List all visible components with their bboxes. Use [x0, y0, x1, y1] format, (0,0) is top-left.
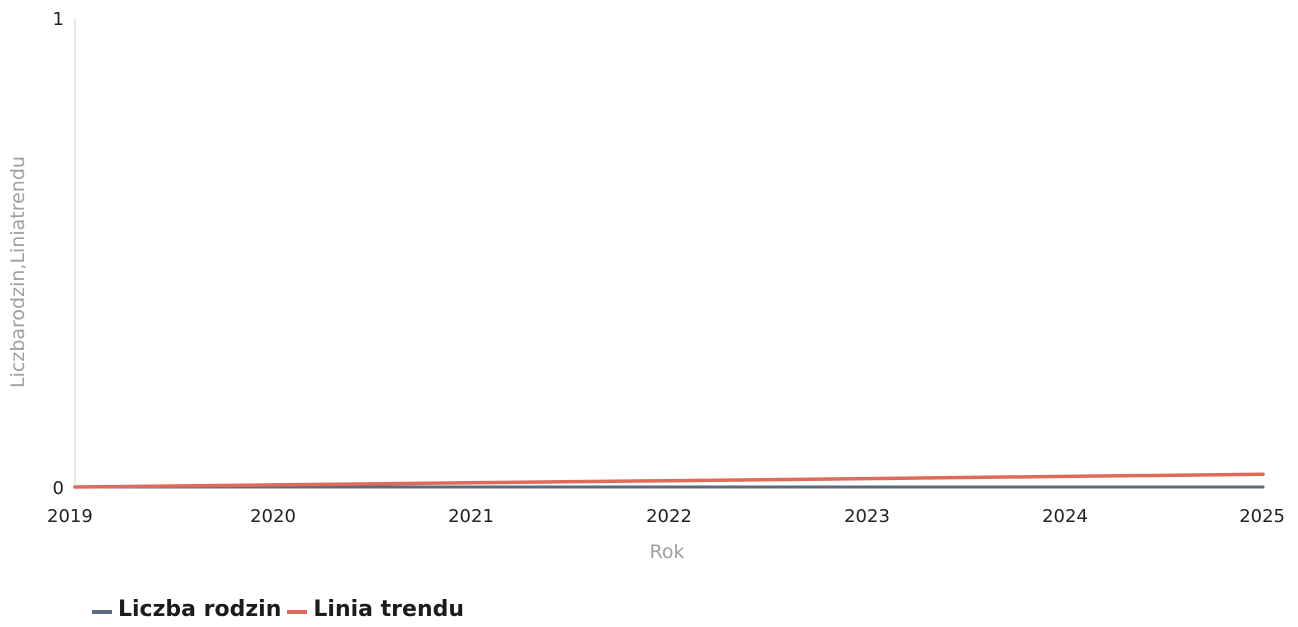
legend-label-liczba-rodzin: Liczba rodzin	[118, 597, 282, 622]
legend-item-linia-trendu: Linia trendu	[287, 597, 464, 622]
legend-swatch-linia-trendu	[287, 609, 308, 614]
line-chart: 01 2019 2020 2021 2022 2023 2024 2025 Rok Licz…	[7, 9, 1285, 563]
legend: Liczba rodzin Linia trendu	[92, 597, 470, 622]
x-tick-label: 2024	[1042, 506, 1088, 527]
y-tick-label: 0	[53, 478, 64, 499]
x-axis-title: Rok	[650, 541, 685, 563]
x-tick-label: 2021	[448, 506, 494, 527]
x-tick-label: 2020	[250, 506, 296, 527]
y-tick-label: 1	[53, 9, 64, 30]
x-tick-label: 2022	[646, 506, 692, 527]
legend-swatch-liczba-rodzin	[92, 609, 112, 614]
x-tick-labels: 2019 2020 2021 2022 2023 2024 2025	[47, 506, 1285, 527]
legend-label-linia-trendu: Linia trendu	[313, 597, 465, 622]
y-tick-labels: 01	[53, 9, 64, 499]
series-line-linia-trendu	[73, 472, 1265, 489]
y-axis-title: Liczbarodzin,Liniatrendu	[7, 156, 29, 388]
series-layer	[73, 472, 1265, 489]
x-tick-label: 2019	[47, 506, 93, 527]
legend-item-liczba-rodzin: Liczba rodzin	[92, 597, 281, 622]
x-tick-label: 2025	[1239, 506, 1285, 527]
x-tick-label: 2023	[844, 506, 890, 527]
